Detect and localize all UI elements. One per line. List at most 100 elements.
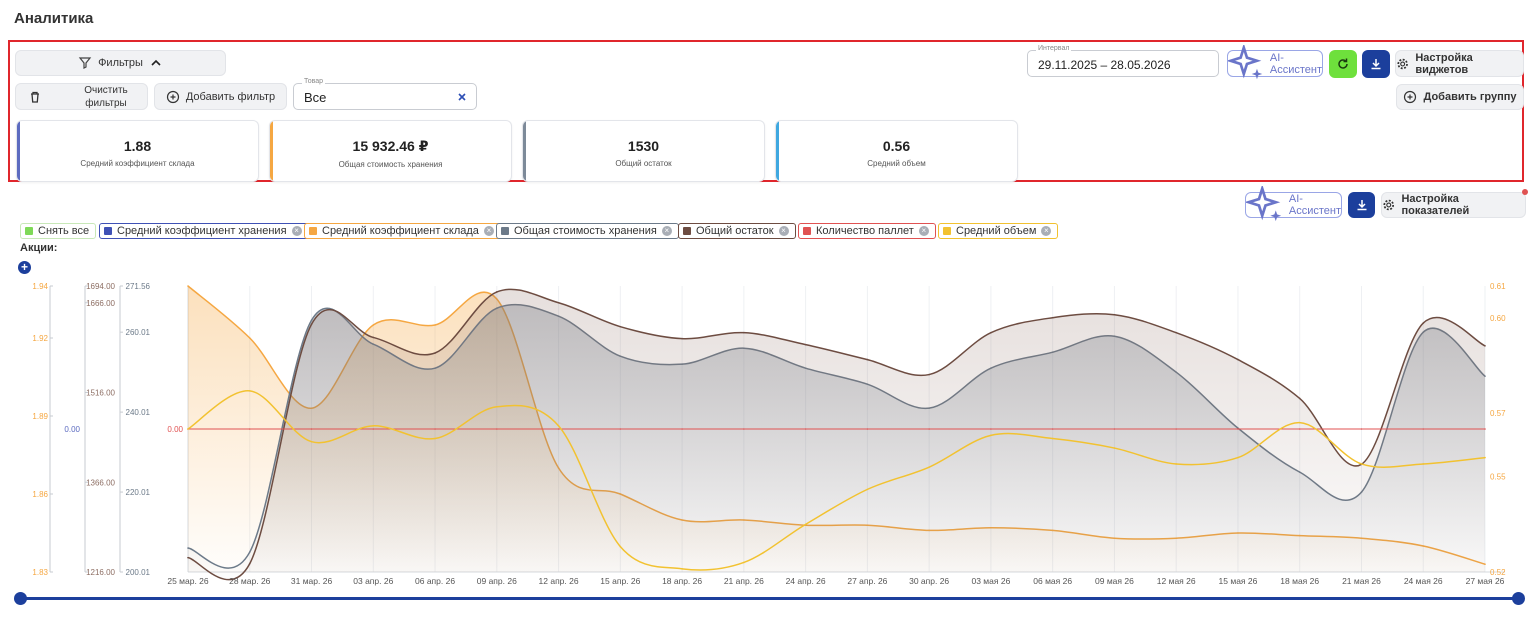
data-point — [804, 428, 807, 430]
series-line — [187, 390, 1486, 571]
data-point — [372, 425, 375, 427]
y-tick-label: 200.01 — [126, 568, 151, 577]
kpi-value: 1530 — [627, 138, 660, 154]
range-slider-start-handle[interactable] — [14, 592, 27, 605]
analytics-chart[interactable]: 1.94 1.92 1.89 1.86 1.83 1694.00 1666.00 1516.0… — [0, 278, 1536, 588]
data-point — [434, 428, 436, 430]
data-point — [1113, 447, 1116, 449]
add-group-label: Добавить группу — [1423, 91, 1517, 103]
remove-icon[interactable]: × — [1041, 226, 1052, 236]
gear-icon — [1383, 199, 1395, 211]
legend-chip[interactable]: Средний коэффициент хранения × — [99, 223, 309, 239]
kpi-value: 0.56 — [882, 138, 911, 154]
legend-label: Средний объем — [956, 225, 1037, 237]
refresh-button[interactable] — [1329, 50, 1357, 78]
legend-chip[interactable]: Общий остаток × — [678, 223, 796, 239]
data-point — [990, 331, 992, 334]
filters-toggle-button[interactable]: Фильтры — [15, 50, 226, 76]
data-point — [866, 428, 869, 430]
data-point — [248, 390, 251, 392]
y-tick-label: 0.55 — [1490, 473, 1506, 482]
data-point — [372, 428, 375, 430]
download-button[interactable] — [1362, 50, 1390, 78]
remove-icon[interactable]: × — [291, 226, 302, 236]
remove-icon[interactable]: × — [483, 226, 494, 236]
clear-icon[interactable] — [457, 92, 467, 102]
x-tick-label: 06 мая 26 — [1033, 576, 1072, 586]
legend-chip[interactable]: Средний объем × — [938, 223, 1059, 239]
x-tick-label: 09 мая 26 — [1095, 576, 1134, 586]
filters-panel-highlight — [8, 40, 1524, 182]
data-point — [310, 428, 313, 430]
y-tick-label: 1366.00 — [86, 478, 115, 487]
data-point — [1298, 428, 1301, 430]
add-group-button[interactable]: Добавить группу — [1396, 84, 1524, 110]
chart-axes: 1.94 1.92 1.89 1.86 1.83 1694.00 1666.00 1516.0… — [32, 282, 1506, 577]
data-point — [990, 428, 992, 430]
legend-chip[interactable]: Количество паллет × — [798, 223, 936, 239]
range-slider-end-handle[interactable] — [1512, 592, 1525, 605]
range-slider-track[interactable] — [20, 597, 1518, 600]
remove-icon[interactable]: × — [918, 226, 929, 236]
page-title: Аналитика — [14, 10, 94, 27]
promotions-label: Акции: — [20, 242, 58, 254]
data-point — [310, 319, 313, 322]
data-point — [1484, 345, 1486, 347]
widgets-settings-label: Настройка виджетов — [1415, 51, 1473, 76]
data-point — [187, 547, 189, 549]
data-point — [1298, 421, 1301, 424]
y-tick-label: 1694.00 — [86, 282, 115, 291]
remove-icon[interactable]: × — [661, 226, 672, 236]
legend-color — [943, 227, 951, 235]
y-tick-label: 1666.00 — [86, 299, 115, 308]
add-filter-button[interactable]: Добавить фильтр — [154, 83, 287, 110]
data-point — [434, 352, 436, 354]
y-tick-label: 1.83 — [32, 568, 48, 577]
data-point — [187, 556, 189, 559]
chart-ai-assistant-button[interactable]: AI-Ассистент — [1245, 186, 1342, 222]
data-point — [434, 437, 436, 440]
product-select[interactable]: Товар Все — [293, 78, 477, 110]
x-tick-label: 15 мая 26 — [1219, 576, 1258, 586]
notification-dot — [1522, 189, 1528, 195]
data-point — [743, 331, 745, 334]
ai-assistant-button[interactable]: AI-Ассистент — [1227, 45, 1323, 80]
x-tick-label: 18 мая 26 — [1280, 576, 1319, 586]
y-tick-label: 260.01 — [126, 328, 151, 337]
clear-filters-button[interactable]: Очистить фильтры — [15, 83, 148, 110]
y-tick-label: 1.94 — [32, 282, 48, 291]
data-point — [557, 301, 560, 304]
data-point — [1175, 463, 1177, 465]
widgets-settings-button[interactable]: Настройка виджетов — [1395, 50, 1524, 77]
data-point — [619, 545, 622, 548]
product-field-label: Товар — [302, 78, 326, 85]
remove-icon[interactable]: × — [778, 226, 789, 236]
data-point — [1051, 428, 1054, 430]
x-tick-label: 03 мая 26 — [971, 576, 1010, 586]
data-point — [1113, 428, 1116, 430]
legend-chip[interactable]: Общая стоимость хранения × — [496, 223, 679, 239]
x-tick-label: 12 мая 26 — [1157, 576, 1196, 586]
add-promotion-icon[interactable]: + — [18, 261, 31, 274]
data-point — [434, 324, 436, 326]
data-point — [496, 405, 498, 408]
legend-color — [25, 227, 33, 235]
legend-chip[interactable]: Средний коэффициент склада × — [304, 223, 501, 239]
data-point — [1298, 397, 1301, 400]
trash-icon — [31, 91, 39, 103]
refresh-icon — [1338, 58, 1348, 69]
y-tick-label: 1.92 — [32, 334, 48, 343]
legend-label: Количество паллет — [816, 225, 914, 237]
interval-field[interactable]: Интервал 29.11.2025 – 28.05.2026 — [1027, 45, 1219, 77]
data-point — [681, 337, 683, 340]
data-point — [1422, 322, 1425, 324]
chart-series — [187, 285, 1486, 581]
x-axis-labels: 25 мар. 26 28 мар. 26 31 мар. 26 03 апр. 26… — [167, 576, 1504, 586]
data-point — [1422, 428, 1425, 430]
data-point — [372, 324, 375, 326]
data-point — [557, 428, 560, 430]
data-point — [928, 466, 930, 468]
legend-chip-clear-all[interactable]: Снять все — [20, 223, 97, 239]
indicators-settings-button[interactable]: Настройка показателей — [1381, 192, 1526, 218]
chart-download-button[interactable] — [1348, 192, 1375, 218]
